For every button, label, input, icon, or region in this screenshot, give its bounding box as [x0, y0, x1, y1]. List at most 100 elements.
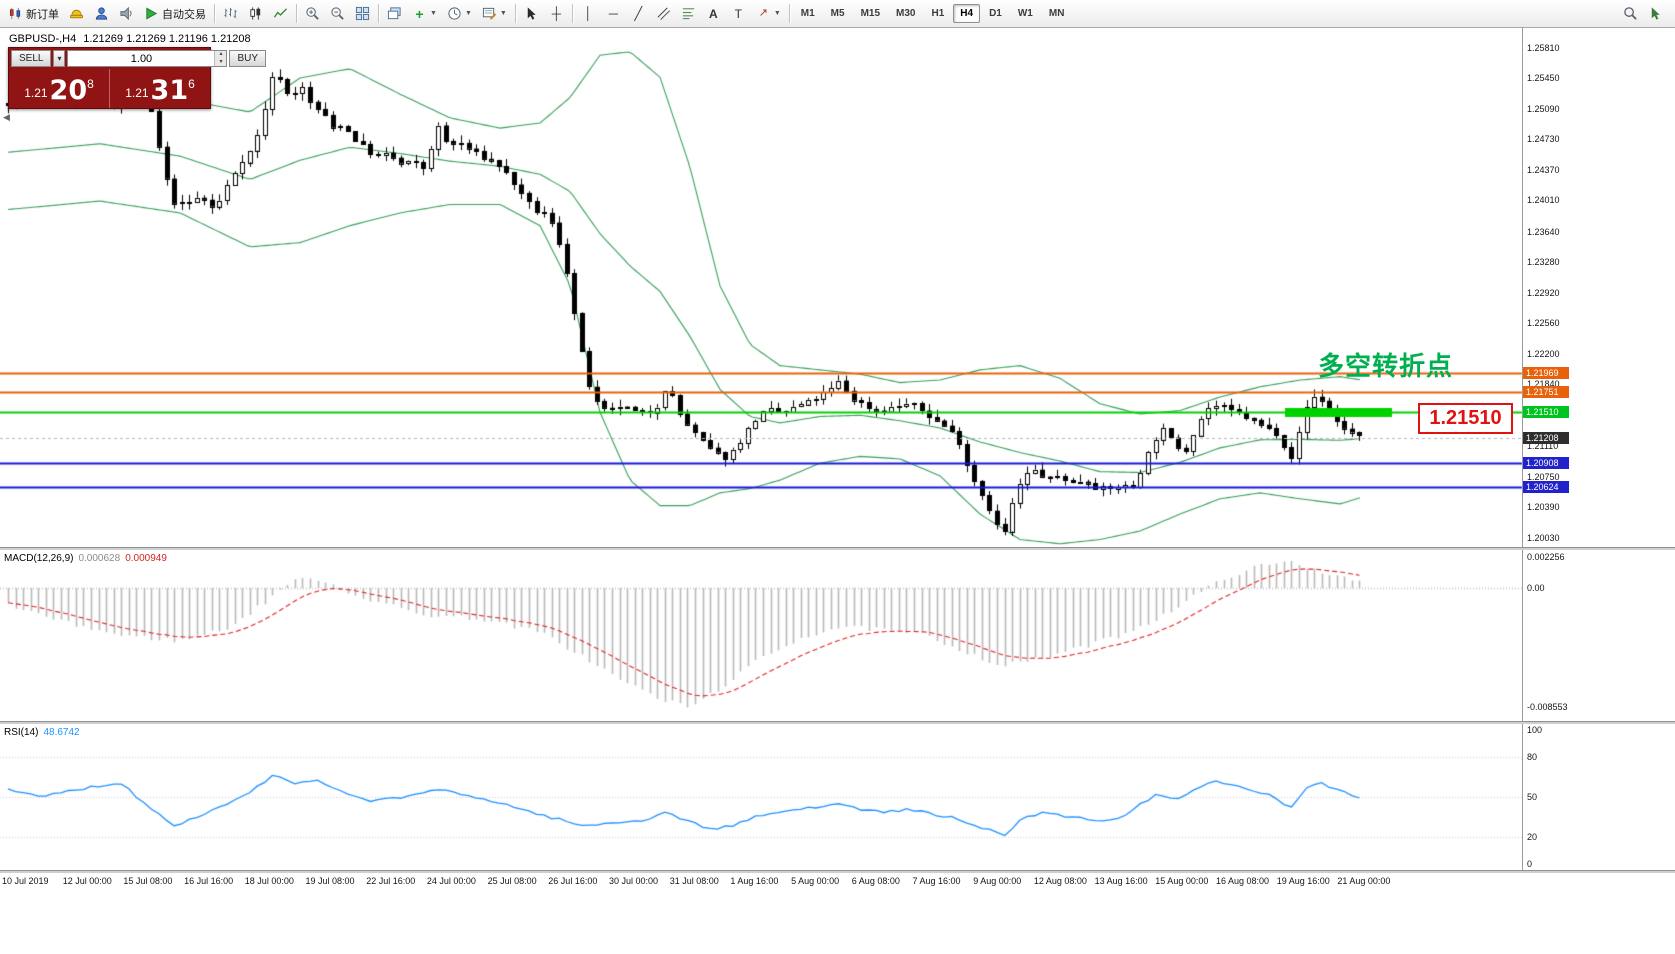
alerts-button[interactable]	[114, 1, 139, 26]
crosshair-button[interactable]: ┼	[544, 1, 569, 26]
toolbar-separator	[296, 4, 297, 23]
expert-advisors-button[interactable]	[64, 1, 89, 26]
periods-icon	[447, 6, 462, 21]
toolbar-right-group	[1618, 1, 1672, 26]
toolbar-separator	[214, 4, 215, 23]
templates-button[interactable]: ▼	[477, 1, 512, 26]
vertical-line-button[interactable]: │	[576, 1, 601, 26]
bar-chart-button[interactable]	[218, 1, 243, 26]
buy-label: BUY	[237, 53, 259, 64]
channel-icon	[656, 6, 671, 21]
trendline-icon: ╱	[634, 6, 643, 21]
horizontal-line-button[interactable]: ─	[601, 1, 626, 26]
text-icon: A	[708, 6, 718, 21]
indicators-button[interactable]: + ▼	[407, 1, 442, 26]
caret-down-icon: ▼	[773, 10, 781, 17]
timeframe-m5-button[interactable]: M5	[830, 8, 845, 19]
tile-windows-button[interactable]	[350, 1, 375, 26]
timeframe-m30-button[interactable]: M30	[896, 8, 916, 19]
text-button[interactable]: A	[701, 1, 726, 26]
panel-splitter-rsi[interactable]	[0, 721, 1675, 724]
templates-icon	[482, 6, 497, 21]
channel-button[interactable]	[651, 1, 676, 26]
symbol-search-button[interactable]	[1618, 1, 1643, 26]
bar-chart-icon	[223, 6, 238, 21]
chart-symbol-period: GBPUSD-,H4	[9, 33, 77, 45]
price-axis[interactable]	[1523, 28, 1673, 870]
sell-pipette: 8	[87, 77, 94, 91]
buy-pips: 31	[150, 75, 189, 107]
timeframe-m15-button[interactable]: M15	[860, 8, 881, 19]
panel-splitter-time-axis[interactable]	[0, 870, 1675, 873]
arrows-icon: ↗	[758, 7, 768, 19]
toolbar-separator	[788, 4, 790, 23]
indicators-icon: +	[415, 6, 424, 21]
time-axis[interactable]	[0, 873, 1522, 893]
main-toolbar: 新订单 自动交易 + ▼ ▼ ▼ ┼ │ ─ ╱ A T ↗ ▼ M1 M5 M15 M30 H1 H4 D1 W1 MN	[0, 0, 1675, 28]
rsi-label: RSI(14) 48.6742	[4, 727, 80, 738]
price-callout-box: 1.21510	[1418, 403, 1513, 434]
sell-order-type-button[interactable]: SELL	[11, 50, 52, 67]
quick-pointer-button[interactable]	[1643, 1, 1668, 26]
zoom-out-icon	[330, 6, 345, 21]
crosshair-icon: ┼	[551, 6, 561, 21]
candle-chart-icon	[248, 6, 263, 21]
panel-splitter-macd[interactable]	[0, 547, 1675, 550]
timeframe-w1-button[interactable]: W1	[1017, 8, 1033, 19]
buy-big-figure: 1.21	[125, 86, 149, 100]
profile-icon	[94, 6, 109, 21]
timeframe-mn-button[interactable]: MN	[1048, 8, 1065, 19]
chart-title: GBPUSD-,H4 1.21269 1.21269 1.21196 1.2120…	[9, 33, 251, 45]
new-order-icon	[8, 6, 23, 21]
pointer-icon	[1648, 6, 1663, 21]
one-click-trading-panel: SELL ▾ ▴ ▾ BUY 1.21 20 8 1.21 31 6	[8, 47, 267, 109]
toolbar-separator	[571, 4, 573, 23]
timeframe-h4-button[interactable]: H4	[953, 4, 981, 23]
timeframe-d1-button[interactable]: D1	[989, 8, 1002, 19]
arrows-button[interactable]: ↗ ▼	[751, 1, 786, 26]
search-icon	[1623, 6, 1638, 21]
cursor-button[interactable]	[519, 1, 544, 26]
cascade-windows-button[interactable]	[382, 1, 407, 26]
volume-input[interactable]	[68, 51, 215, 66]
trade-panel-prices: 1.21 20 8 1.21 31 6	[9, 69, 210, 108]
zoom-out-button[interactable]	[325, 1, 350, 26]
label-icon: T	[734, 6, 742, 21]
toolbar-separator	[378, 4, 379, 23]
profiles-button[interactable]	[89, 1, 114, 26]
macd-main-value: 0.000628	[78, 553, 121, 564]
zoom-in-button[interactable]	[300, 1, 325, 26]
caret-down-icon: ▾	[57, 54, 62, 63]
sell-label: SELL	[19, 53, 44, 64]
macd-name: MACD(12,26,9)	[4, 553, 74, 564]
volume-increase-button[interactable]: ▴	[215, 51, 227, 59]
auto-trading-button[interactable]: 自动交易	[139, 1, 211, 26]
buy-price-button[interactable]: 1.21 31 6	[109, 69, 210, 108]
trade-panel-collapse-button[interactable]: ◀	[3, 112, 10, 122]
order-type-dropdown[interactable]: ▾	[53, 50, 66, 67]
cascade-icon	[387, 6, 402, 21]
ea-hat-icon	[69, 6, 84, 21]
toolbar-separator	[514, 4, 516, 23]
periods-button[interactable]: ▼	[442, 1, 477, 26]
timeframe-m1-button[interactable]: M1	[800, 8, 815, 19]
label-button[interactable]: T	[726, 1, 751, 26]
candle-chart-button[interactable]	[243, 1, 268, 26]
buy-order-type-button[interactable]: BUY	[229, 50, 267, 67]
line-chart-button[interactable]	[268, 1, 293, 26]
cursor-icon	[524, 6, 539, 21]
hline-icon: ─	[608, 6, 618, 21]
timeframe-h1-button[interactable]: H1	[931, 8, 945, 19]
fibonacci-button[interactable]	[676, 1, 701, 26]
new-order-button[interactable]: 新订单	[3, 1, 64, 26]
zoom-in-icon	[305, 6, 320, 21]
price-axis-border	[1522, 28, 1523, 870]
volume-decrease-button[interactable]: ▾	[215, 58, 227, 66]
tile-windows-icon	[355, 6, 370, 21]
sell-price-button[interactable]: 1.21 20 8	[9, 69, 109, 108]
rsi-value: 48.6742	[43, 727, 80, 738]
trendline-button[interactable]: ╱	[626, 1, 651, 26]
macd-label: MACD(12,26,9) 0.000628 0.000949	[4, 553, 167, 564]
